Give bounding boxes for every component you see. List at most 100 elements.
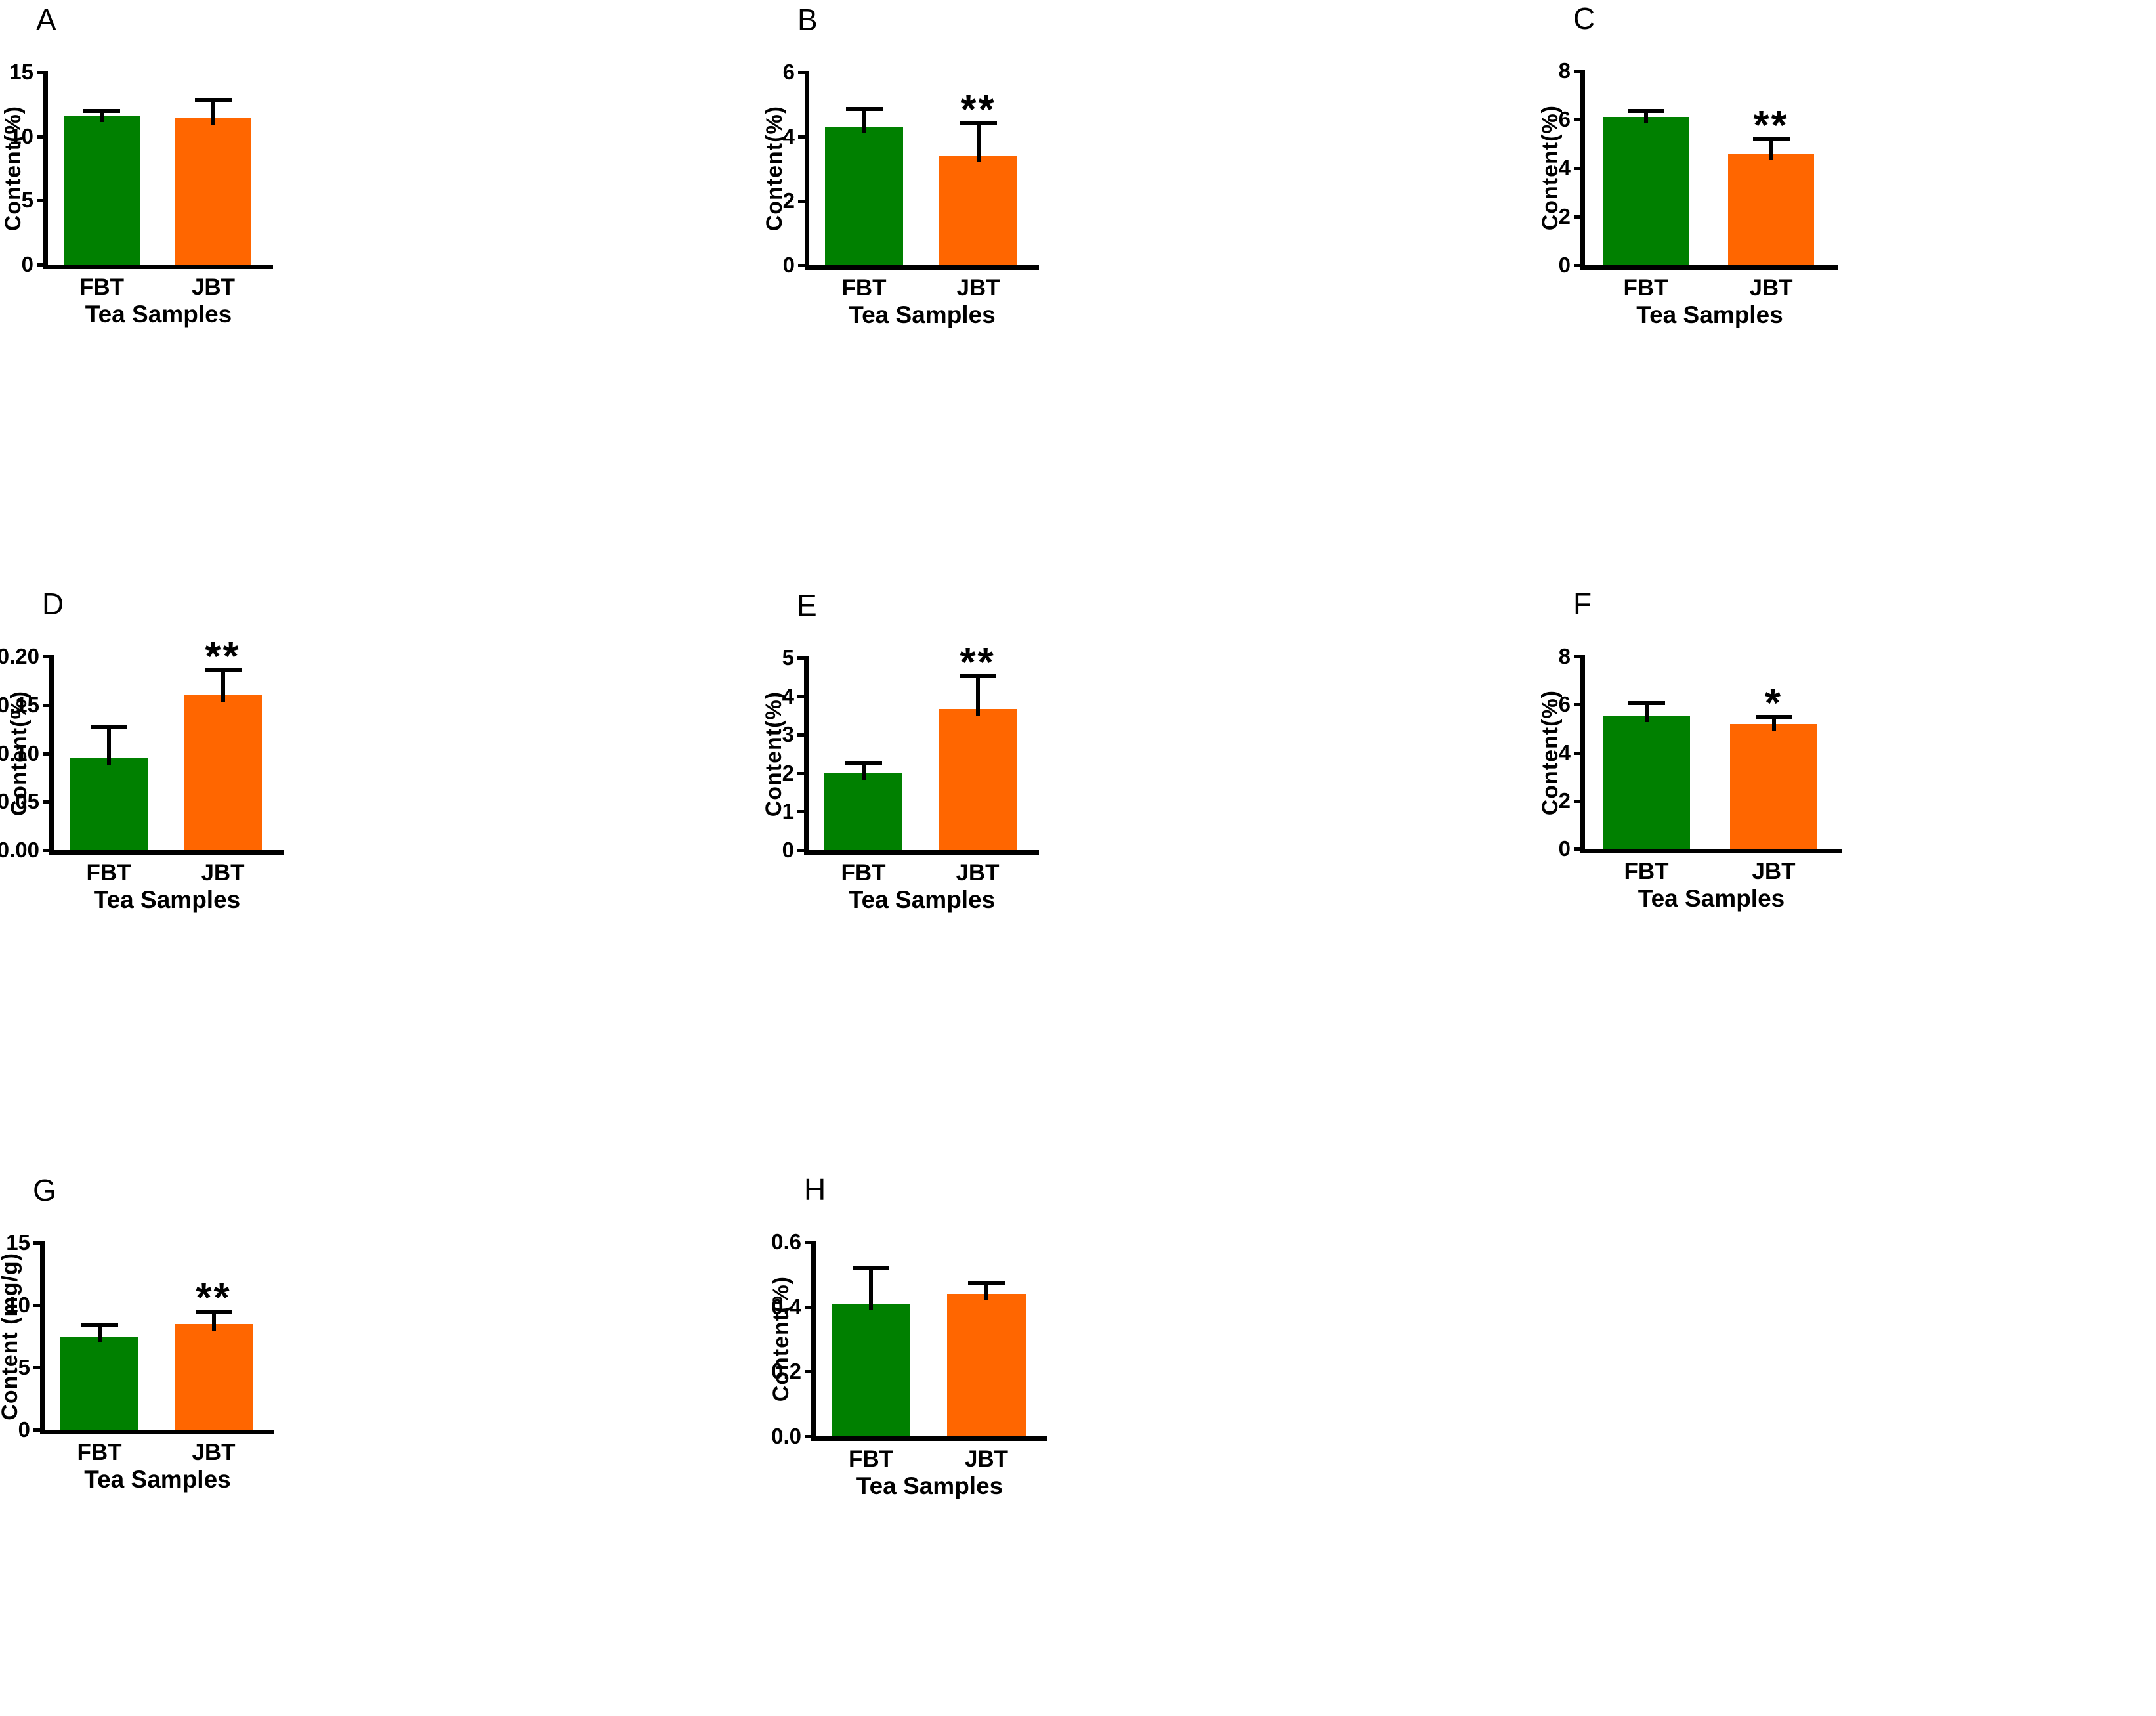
bar-jbt — [184, 695, 262, 850]
y-axis-line — [49, 655, 54, 853]
error-bar-cap — [1752, 137, 1790, 141]
y-tick-mark — [797, 771, 804, 775]
y-tick-mark — [1574, 215, 1580, 219]
bar-jbt — [1730, 723, 1817, 849]
error-bar-cap — [195, 1309, 232, 1314]
error-bar-cap — [968, 1280, 1005, 1285]
bar-fbt — [70, 758, 148, 850]
error-bar-cap — [195, 98, 232, 102]
x-axis-line — [805, 265, 1039, 270]
x-axis-line — [40, 1430, 274, 1434]
x-axis-line — [49, 850, 284, 855]
y-tick-mark — [798, 135, 805, 139]
y-axis-label-text: Content(%) — [761, 691, 786, 817]
y-tick-label: 4 — [782, 683, 794, 708]
panel-letter: D — [42, 587, 64, 621]
error-bar-cap — [845, 107, 883, 112]
chart-panel: B Content(%) Tea Samples 0 2 4 6 FBT ** JBT — [632, 0, 1147, 364]
y-tick-mark — [805, 1305, 811, 1309]
y-tick-mark — [37, 71, 43, 74]
x-axis-line — [804, 850, 1039, 855]
y-tick-label: 0.05 — [0, 789, 39, 814]
category-label: FBT — [841, 860, 886, 886]
y-tick-mark — [1574, 167, 1580, 170]
x-axis-title: Tea Samples — [93, 886, 241, 913]
significance-marker: ** — [196, 1275, 232, 1321]
bar-fbt — [825, 127, 903, 265]
error-bar-stem — [1643, 111, 1648, 124]
y-tick-label: 0 — [18, 1417, 30, 1442]
y-tick-mark — [1574, 70, 1580, 73]
x-axis-title: Tea Samples — [849, 301, 996, 328]
error-bar-cap — [959, 674, 996, 679]
y-axis-label: Content(%) — [762, 72, 787, 265]
panel-letter: E — [797, 588, 817, 622]
y-axis-line — [805, 71, 809, 268]
y-axis-line — [1580, 70, 1585, 268]
y-tick-label: 1 — [782, 799, 794, 824]
category-label: FBT — [77, 1440, 122, 1465]
error-bar-stem — [1771, 716, 1776, 731]
y-axis-line — [40, 1241, 45, 1432]
y-tick-mark — [1574, 703, 1580, 707]
x-axis-line — [1580, 265, 1838, 270]
y-tick-label: 0 — [21, 252, 33, 276]
y-tick-label: 0.6 — [771, 1230, 801, 1254]
error-bar-stem — [976, 123, 981, 163]
chart-panel: A Content(%) Tea Samples 0 5 10 15 FBT JBT — [0, 0, 381, 363]
y-tick-label: 6 — [1558, 692, 1571, 717]
panel-letter: B — [797, 3, 818, 37]
y-tick-label: 5 — [782, 645, 794, 670]
category-label: JBT — [1749, 275, 1793, 301]
error-bar-stem — [1769, 139, 1773, 160]
error-bar-stem — [861, 763, 866, 780]
panel-letter: F — [1573, 587, 1592, 621]
category-label: FBT — [848, 1446, 894, 1472]
y-tick-mark — [43, 703, 49, 707]
significance-marker: ** — [960, 87, 996, 133]
x-axis-line — [43, 265, 273, 269]
y-tick-label: 2 — [1558, 788, 1571, 813]
x-axis-line — [1580, 849, 1842, 853]
y-tick-label: 4 — [1558, 156, 1571, 180]
x-axis-title: Tea Samples — [856, 1472, 1004, 1499]
chart-panel: D Content(%) Tea Samples 0.00 0.05 0.10 0.1… — [0, 581, 392, 949]
y-tick-label: 0.00 — [0, 838, 39, 862]
y-tick-mark — [43, 655, 49, 658]
error-bar-stem — [984, 1282, 988, 1300]
significance-marker: ** — [960, 640, 996, 686]
error-bar-cap — [960, 121, 997, 126]
significance-marker: ** — [205, 633, 241, 679]
panel-letter: G — [33, 1173, 56, 1207]
error-bar-stem — [100, 110, 104, 123]
y-tick-mark — [1574, 655, 1580, 658]
x-axis-title: Tea Samples — [1638, 885, 1785, 912]
y-tick-label: 4 — [782, 124, 795, 148]
y-tick-label: 8 — [1558, 58, 1571, 83]
y-tick-label: 8 — [1558, 644, 1571, 668]
category-label: JBT — [956, 860, 1000, 886]
category-label: JBT — [191, 274, 236, 300]
panel-letter: A — [36, 3, 56, 37]
y-tick-mark — [1574, 799, 1580, 803]
y-tick-label: 0 — [1558, 836, 1571, 861]
bar-jbt — [947, 1293, 1026, 1436]
y-tick-label: 0 — [782, 838, 794, 862]
error-bar-cap — [1627, 109, 1664, 114]
y-tick-mark — [797, 733, 804, 737]
y-tick-mark — [797, 695, 804, 698]
error-bar-cap — [90, 725, 127, 729]
chart-panel: C Content(%) Tea Samples 0 2 4 6 8 FBT ** JBT — [1408, 0, 1946, 364]
category-label: JBT — [192, 1440, 236, 1465]
bar-fbt — [60, 1336, 138, 1430]
y-tick-label: 0.4 — [771, 1294, 801, 1319]
y-tick-mark — [43, 752, 49, 756]
y-tick-mark — [1574, 751, 1580, 755]
y-tick-mark — [37, 199, 43, 203]
category-label: FBT — [841, 275, 887, 301]
category-label: JBT — [201, 860, 245, 886]
error-bar-cap — [81, 1323, 118, 1328]
error-bar-cap — [845, 761, 882, 766]
y-axis-label-text: Content (mg/g) — [0, 1252, 22, 1421]
